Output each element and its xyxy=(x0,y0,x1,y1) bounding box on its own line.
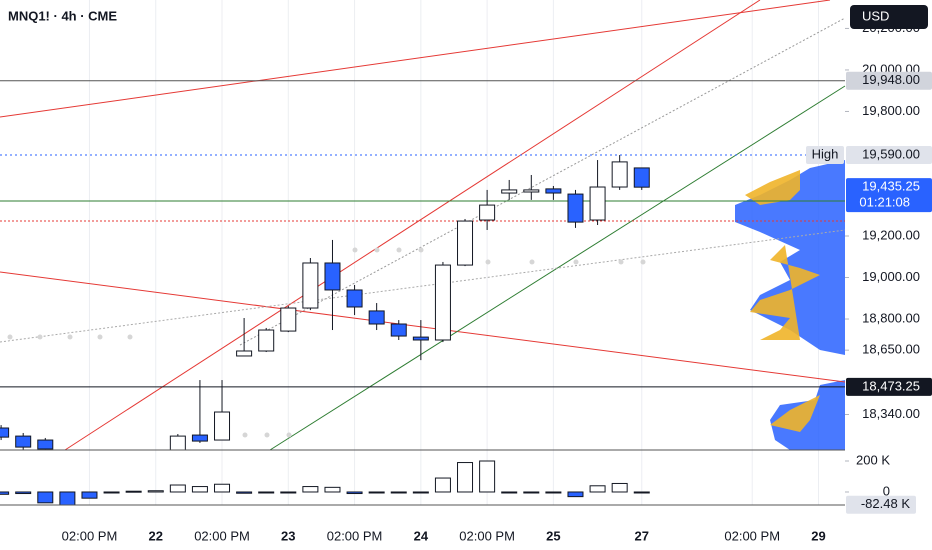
candle-body xyxy=(37,439,54,450)
symbol-title: MNQ1! · 4h · CME xyxy=(8,8,117,23)
volume-profile xyxy=(735,160,845,450)
candle-body xyxy=(214,411,231,441)
x-tick-label: 02:00 PM xyxy=(327,528,383,543)
indicator-bar xyxy=(457,462,474,493)
price-label-bg xyxy=(846,146,932,165)
candle-body xyxy=(567,193,584,223)
dot-lines xyxy=(7,247,646,438)
indicator-bar xyxy=(37,491,54,504)
indicator-bar xyxy=(611,482,628,493)
x-tick-label: 02:00 PM xyxy=(194,528,250,543)
indicator-bar xyxy=(147,490,164,493)
indicator-last-bg xyxy=(846,495,916,514)
axes: 02:00 PM 22 02:00 PM 23 02:00 PM 24 02:00 PM 25… xyxy=(62,20,932,543)
candle-body xyxy=(346,289,363,308)
price-label: 19,590.00 xyxy=(862,146,920,161)
price-label: 19,435.25 xyxy=(862,179,920,194)
indicator-bar xyxy=(15,491,32,495)
indicator-bar xyxy=(214,483,231,493)
candle-body xyxy=(0,427,10,438)
indicator-bar xyxy=(169,484,186,493)
indicator-bar xyxy=(567,491,584,498)
indicator-bar xyxy=(589,485,606,493)
x-tick-label: 29 xyxy=(811,528,825,543)
y-tick-label: 18,650.00 xyxy=(862,342,920,357)
y2-tick-label: 0 xyxy=(883,483,890,498)
price-label-bg xyxy=(846,71,932,90)
y-tick-label: 19,200.00 xyxy=(862,227,920,242)
candle-body xyxy=(412,336,429,341)
indicator-bar xyxy=(434,477,451,493)
indicator-bar xyxy=(523,491,540,494)
candle-body xyxy=(501,189,518,194)
candle-body xyxy=(633,167,650,188)
y-tick-label: 19,800.00 xyxy=(862,103,920,118)
currency-button-bg[interactable] xyxy=(850,5,928,29)
candle-body xyxy=(434,264,451,341)
currency-button[interactable]: USD xyxy=(850,5,928,29)
x-tick-label: 23 xyxy=(281,528,295,543)
candle-body xyxy=(368,310,385,325)
indicator-bar xyxy=(324,486,341,493)
indicator-bar xyxy=(346,491,363,495)
trend-lines xyxy=(0,0,846,451)
x-tick-label: 02:00 PM xyxy=(62,528,118,543)
price-label: 19,948.00 xyxy=(862,72,920,87)
indicator-bar xyxy=(390,491,407,494)
indicator-bar xyxy=(103,491,120,494)
indicator-bar xyxy=(191,486,208,493)
candle-body xyxy=(390,323,407,337)
y2-tick-label: 200 K xyxy=(856,452,890,467)
y-tick-label: 18,800.00 xyxy=(862,310,920,325)
candle-body xyxy=(523,189,540,193)
indicator-last-label: -82.48 K xyxy=(861,496,910,511)
indicator-bar xyxy=(412,491,429,494)
indicator-bar xyxy=(81,491,98,499)
candle-body xyxy=(258,329,275,352)
indicator-bar xyxy=(545,491,562,494)
y-tick-label: 19,000.00 xyxy=(862,269,920,284)
candle-body xyxy=(236,350,253,357)
x-tick-label: 27 xyxy=(635,528,649,543)
indicator-bar xyxy=(368,491,385,494)
levels xyxy=(0,80,845,388)
candle-body xyxy=(324,262,341,291)
x-tick-label: 22 xyxy=(149,528,163,543)
candle-body xyxy=(191,434,208,442)
x-tick-label: 02:00 PM xyxy=(459,528,515,543)
candles xyxy=(0,155,650,451)
indicator-bar xyxy=(633,491,650,494)
y-tick-label: 18,340.00 xyxy=(862,406,920,421)
candle-body xyxy=(457,220,474,266)
candle-body xyxy=(280,307,297,332)
x-tick-label: 24 xyxy=(414,528,429,543)
candle-body xyxy=(589,186,606,221)
candle-body xyxy=(15,435,32,448)
candle-body xyxy=(479,204,496,221)
x-tick-label: 02:00 PM xyxy=(724,528,780,543)
indicator-bar xyxy=(236,491,253,494)
x-tick-label: 25 xyxy=(546,528,560,543)
price-label-bg xyxy=(846,377,932,396)
candle-body xyxy=(545,188,562,194)
indicator-bar xyxy=(125,490,142,493)
price-tag-bg xyxy=(806,146,844,165)
indicator-bar xyxy=(0,491,10,495)
indicator-bar xyxy=(280,491,297,494)
price-tag: High xyxy=(812,146,839,161)
indicator-bar xyxy=(59,491,76,505)
indicator-bar xyxy=(479,460,496,493)
indicator-bar xyxy=(302,486,319,493)
countdown-label: 01:21:08 xyxy=(859,195,910,210)
price-label: 18,473.25 xyxy=(862,378,920,393)
candle-body xyxy=(611,161,628,188)
candle-body xyxy=(302,262,319,309)
currency-label[interactable]: USD xyxy=(862,8,889,23)
price-label-bg xyxy=(846,178,932,213)
indicator-bar xyxy=(501,491,518,494)
candle-body xyxy=(169,435,186,451)
indicator-pane xyxy=(0,460,650,505)
indicator-bar xyxy=(258,491,275,494)
